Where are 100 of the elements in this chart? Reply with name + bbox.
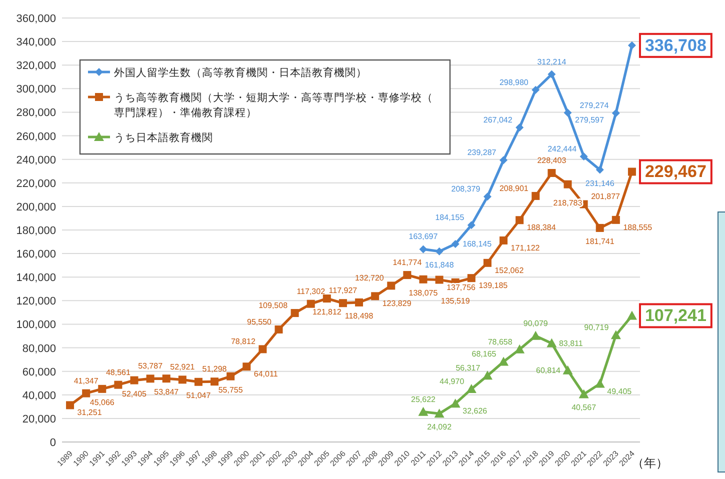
data-label: 90,079	[523, 318, 548, 328]
point	[628, 168, 636, 176]
point	[467, 274, 476, 282]
data-label: 161,848	[424, 260, 454, 270]
point	[435, 276, 444, 284]
data-label: 78,658	[488, 337, 513, 346]
legend-label: うち日本語教育機関	[114, 131, 213, 144]
data-label: 107,241	[644, 306, 706, 326]
data-label: 123,829	[382, 299, 412, 308]
point	[610, 330, 621, 340]
data-label: 51,298	[202, 364, 228, 374]
point	[210, 378, 219, 386]
data-label: 109,508	[258, 301, 288, 310]
data-label: 117,927	[328, 286, 358, 296]
y-tick-label: 220,000	[16, 178, 56, 190]
data-label: 132,720	[354, 274, 384, 283]
data-label: 56,317	[456, 364, 481, 373]
point	[355, 298, 364, 306]
point	[226, 372, 235, 380]
data-label: 135,519	[440, 296, 470, 306]
point	[66, 401, 74, 410]
y-tick-label: 240,000	[16, 154, 56, 166]
data-label: 41,347	[74, 376, 99, 386]
data-label: 118,498	[344, 311, 374, 320]
y-tick-label: 300,000	[16, 84, 56, 96]
point	[162, 374, 170, 383]
y-tick-label: 320,000	[16, 60, 56, 72]
y-tick-label: 140,000	[16, 272, 56, 284]
data-label: 139,185	[478, 281, 508, 290]
data-label: 31,251	[77, 408, 102, 418]
point	[548, 70, 556, 78]
data-label: 168,145	[462, 239, 492, 248]
data-label: 48,561	[106, 368, 131, 377]
point	[596, 166, 604, 174]
point	[562, 365, 573, 374]
data-label: 90,719	[584, 323, 610, 332]
data-label: 53,787	[138, 362, 164, 371]
point	[530, 330, 541, 340]
point	[242, 362, 251, 371]
data-label: 95,550	[247, 317, 272, 326]
point	[546, 338, 557, 348]
data-label: 208,379	[451, 184, 481, 194]
point	[626, 310, 637, 320]
point	[628, 41, 636, 50]
data-label: 231,146	[585, 178, 615, 188]
point	[194, 378, 202, 386]
legend-label: うち高等教育機関（大学・短期大学・高等専門学校・専修学校（専門課程）・準備教育課程）	[114, 91, 433, 119]
data-label: 239,287	[467, 148, 497, 158]
point	[532, 86, 540, 94]
point	[483, 258, 492, 267]
point	[516, 216, 524, 224]
data-label: 52,921	[170, 362, 196, 372]
point	[306, 300, 315, 308]
data-label: 312,214	[537, 57, 567, 66]
data-label: 336,708	[644, 36, 706, 55]
data-label: 117,302	[296, 286, 326, 296]
y-tick-label: 180,000	[16, 225, 56, 237]
point	[532, 192, 540, 200]
point	[467, 221, 476, 230]
data-label: 229,467	[644, 162, 706, 182]
point	[338, 299, 347, 308]
y-tick-label: 120,000	[16, 296, 56, 308]
point	[98, 384, 106, 393]
point	[466, 384, 476, 394]
x-axis-title: （年）	[632, 456, 668, 470]
data-label: 53,847	[154, 388, 180, 397]
point	[434, 408, 444, 418]
point	[516, 123, 524, 132]
point	[290, 309, 299, 318]
y-tick-label: 260,000	[16, 130, 56, 143]
data-label: 208,901	[499, 184, 529, 193]
data-label: 44,970	[440, 377, 465, 386]
point	[450, 398, 460, 408]
point	[371, 292, 380, 300]
y-tick-label: 160,000	[16, 248, 56, 261]
point	[514, 344, 525, 354]
point	[612, 216, 620, 224]
data-label: 32,626	[462, 406, 488, 416]
point	[322, 294, 331, 303]
data-label: 279,597	[575, 116, 604, 125]
y-tick-label: 60,000	[22, 366, 56, 378]
data-label: 298,980	[499, 78, 529, 87]
data-label: 188,384	[526, 223, 556, 232]
data-label: 55,755	[218, 385, 244, 394]
data-label: 49,405	[607, 386, 632, 396]
data-label: 78,812	[230, 337, 256, 346]
data-label: 51,047	[186, 390, 212, 400]
data-label: 141,774	[392, 258, 422, 268]
y-tick-label: 40,000	[22, 390, 56, 402]
y-tick-label: 280,000	[16, 107, 56, 120]
data-label: 228,403	[537, 156, 567, 165]
data-label: 184,155	[435, 213, 465, 222]
point	[548, 168, 556, 177]
point	[482, 370, 492, 380]
data-label: 52,405	[122, 389, 148, 398]
point	[451, 240, 460, 248]
y-tick-label: 200,000	[16, 201, 56, 214]
point	[387, 282, 396, 290]
data-label: 181,741	[585, 236, 615, 246]
data-label: 25,622	[411, 394, 436, 404]
